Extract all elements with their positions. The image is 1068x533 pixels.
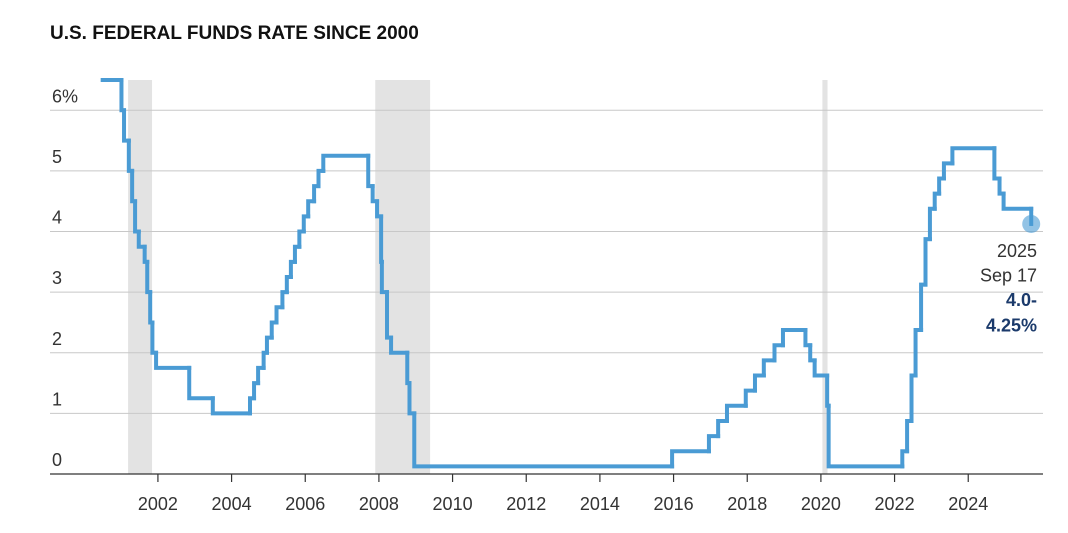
rate-step xyxy=(312,184,321,204)
recession-band xyxy=(375,80,431,474)
y-tick-label: 1 xyxy=(52,389,62,409)
annotation-date: Sep 17 xyxy=(980,266,1037,286)
rate-step xyxy=(252,381,261,401)
rate-step xyxy=(812,358,830,378)
rate-step xyxy=(389,335,410,355)
recession-band xyxy=(822,80,828,474)
rate-step xyxy=(909,373,918,423)
x-tick-label: 2006 xyxy=(285,494,325,514)
rate-step xyxy=(264,335,274,355)
end-marker xyxy=(1022,214,1041,233)
rate-step xyxy=(706,434,721,454)
rate-step xyxy=(148,290,155,325)
y-tick-label: 4 xyxy=(52,208,62,228)
rate-step xyxy=(937,176,946,196)
rate-step xyxy=(927,206,937,242)
rate-step xyxy=(187,365,215,401)
rate-step xyxy=(772,343,785,363)
rate-step xyxy=(900,449,910,469)
rate-step xyxy=(826,403,905,469)
y-tick-label: 6% xyxy=(52,86,78,106)
rate-step xyxy=(150,320,159,355)
rate-step xyxy=(919,282,928,333)
x-tick-label: 2014 xyxy=(580,494,620,514)
rate-step xyxy=(274,305,285,325)
x-tick-label: 2004 xyxy=(212,494,252,514)
rate-step xyxy=(119,78,127,113)
x-tick-label: 2020 xyxy=(801,494,841,514)
rate-step xyxy=(997,176,1006,196)
rate-step xyxy=(269,320,279,340)
x-tick-label: 2024 xyxy=(948,494,988,514)
y-tick-label: 2 xyxy=(52,329,62,349)
rate-step xyxy=(154,350,192,370)
rate-step xyxy=(288,259,297,279)
annotation-rate: 4.0- xyxy=(1006,290,1037,310)
rate-step xyxy=(825,373,831,408)
x-tick-label: 2010 xyxy=(433,494,473,514)
annotation-date: 2025 xyxy=(997,241,1037,261)
rate-step xyxy=(292,244,302,264)
rate-step xyxy=(752,373,766,393)
rate-step xyxy=(256,365,266,386)
rate-step xyxy=(932,191,942,211)
chart-title: U.S. FEDERAL FUNDS RATE SINCE 2000 xyxy=(50,23,419,44)
x-tick-label: 2012 xyxy=(506,494,546,514)
rate-step xyxy=(905,418,914,454)
rate-step xyxy=(803,328,813,348)
rate-step xyxy=(992,146,1002,181)
rate-step xyxy=(316,168,326,189)
rate-step xyxy=(941,161,955,181)
y-tick-label: 0 xyxy=(52,450,62,470)
rate-step xyxy=(405,350,412,386)
x-tick-label: 2008 xyxy=(359,494,399,514)
rate-step xyxy=(210,396,252,416)
rate-step xyxy=(412,411,675,469)
rate-step xyxy=(780,328,808,348)
rate-step xyxy=(306,199,317,219)
rate-step xyxy=(301,214,311,234)
rate-step xyxy=(670,449,711,469)
rate-step xyxy=(284,275,293,295)
rate-step xyxy=(761,358,777,378)
rate-step xyxy=(297,229,306,249)
y-tick-label: 5 xyxy=(52,147,62,167)
rate-step xyxy=(923,237,932,287)
x-tick-label: 2002 xyxy=(138,494,178,514)
rate-step xyxy=(950,146,997,166)
rate-step xyxy=(280,290,289,310)
rate-step xyxy=(1001,191,1034,211)
x-tick-label: 2018 xyxy=(727,494,767,514)
x-tick-label: 2016 xyxy=(654,494,694,514)
rate-step xyxy=(743,388,757,408)
rate-step xyxy=(248,396,257,416)
rate-step xyxy=(321,153,371,173)
rate-step xyxy=(379,214,384,264)
y-tick-label: 3 xyxy=(52,268,62,288)
annotation-rate: 4.25% xyxy=(986,316,1037,336)
rate-step xyxy=(261,350,269,370)
rate-step xyxy=(724,403,748,423)
rate-step xyxy=(716,418,729,439)
x-tick-label: 2022 xyxy=(875,494,915,514)
